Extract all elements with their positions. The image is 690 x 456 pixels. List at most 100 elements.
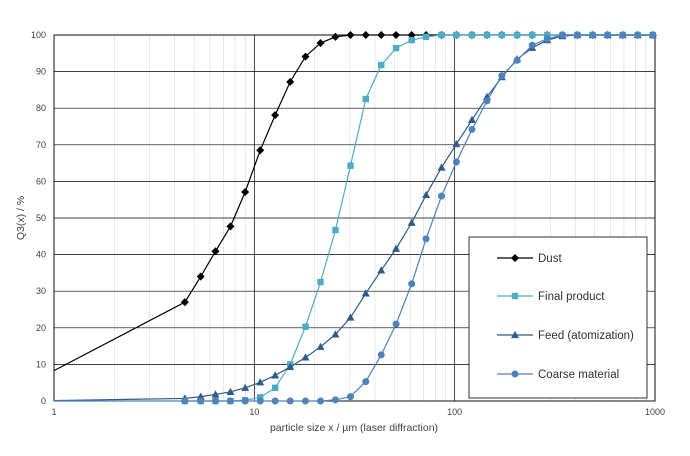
data-point-coarse-material	[619, 31, 627, 39]
data-point-final-product	[513, 31, 521, 39]
data-point-dust	[392, 30, 401, 40]
data-point-feed-atomization	[316, 342, 325, 350]
data-point-coarse-material	[543, 35, 551, 43]
series-coarse-material	[54, 31, 657, 405]
data-point-final-product	[438, 31, 445, 39]
data-point-dust	[226, 222, 235, 231]
legend-items: Dust Final product Feed (atomization) Coars…	[497, 253, 634, 381]
legend-marker-final-product	[511, 292, 519, 300]
data-point-final-product	[378, 61, 385, 69]
data-point-coarse-material	[528, 41, 536, 49]
y-axis-tick-labels: 0 10 20 30 40 50 60 70 80 90 100	[31, 30, 46, 406]
data-point-coarse-material	[408, 280, 416, 288]
data-point-coarse-material	[558, 31, 566, 39]
data-point-coarse-material	[438, 192, 446, 200]
data-point-final-product	[483, 31, 491, 39]
legend: Dust Final product Feed (atomization) Coars…	[468, 236, 648, 399]
data-point-feed-atomization	[286, 362, 295, 371]
data-point-coarse-material	[377, 351, 385, 359]
data-point-feed-atomization	[301, 353, 310, 361]
data-point-coarse-material	[226, 397, 234, 405]
data-point-coarse-material	[483, 97, 491, 105]
data-point-coarse-material	[362, 378, 370, 386]
data-point-dust	[377, 30, 386, 40]
data-point-coarse-material	[649, 31, 657, 39]
data-point-feed-atomization	[422, 190, 431, 199]
data-point-coarse-material	[346, 393, 354, 401]
data-point-coarse-material	[392, 320, 400, 328]
data-point-feed-atomization	[361, 289, 370, 297]
data-point-coarse-material	[513, 56, 521, 64]
y-tick-label: 10	[36, 359, 46, 369]
data-point-feed-atomization	[256, 378, 265, 386]
data-point-dust	[271, 111, 280, 120]
data-point-dust	[256, 146, 265, 155]
y-tick-label: 60	[36, 176, 46, 186]
data-point-dust	[301, 52, 310, 61]
data-point-final-product	[362, 95, 369, 103]
data-point-final-product	[317, 278, 324, 286]
data-point-final-product	[498, 31, 506, 39]
data-point-dust	[316, 39, 325, 48]
data-point-coarse-material	[498, 72, 506, 80]
data-point-feed-atomization	[407, 218, 416, 226]
data-point-coarse-material	[589, 31, 597, 39]
data-point-coarse-material	[181, 397, 189, 405]
y-tick-label: 70	[36, 140, 46, 150]
legend-label-dust: Dust	[538, 253, 562, 265]
data-point-coarse-material	[212, 397, 220, 405]
data-point-feed-atomization	[452, 139, 461, 148]
x-axis-tick-labels: 1 10 100 1000	[51, 407, 665, 417]
data-point-feed-atomization	[437, 163, 446, 171]
data-point-dust	[331, 32, 340, 41]
data-point-coarse-material	[422, 235, 430, 243]
x-tick-label: 1	[51, 407, 56, 417]
legend-marker-dust	[510, 253, 520, 263]
y-tick-label: 0	[41, 396, 46, 406]
legend-marker-feed-atomization	[510, 330, 520, 339]
data-point-feed-atomization	[392, 244, 401, 252]
y-tick-label: 100	[31, 30, 46, 40]
x-tick-label: 10	[249, 407, 259, 417]
legend-label-coarse-material: Coarse material	[538, 369, 619, 381]
data-point-final-product	[347, 162, 354, 169]
data-point-final-product	[302, 323, 309, 330]
data-point-coarse-material	[197, 397, 205, 405]
legend-marker-coarse-material	[511, 370, 519, 378]
data-point-feed-atomization	[467, 115, 476, 124]
x-tick-label: 1000	[645, 407, 665, 417]
data-point-dust	[361, 30, 370, 40]
y-tick-label: 90	[36, 67, 46, 77]
data-point-dust	[346, 30, 355, 40]
y-axis-title: Q3(x) / %	[15, 196, 27, 240]
data-point-feed-atomization	[226, 387, 235, 395]
legend-label-final-product: Final product	[538, 291, 605, 303]
y-tick-label: 80	[36, 103, 46, 113]
data-point-feed-atomization	[331, 330, 340, 338]
data-point-final-product	[408, 36, 415, 44]
data-point-dust	[241, 187, 250, 197]
data-point-feed-atomization	[271, 371, 280, 379]
data-point-final-product	[529, 31, 536, 39]
data-point-feed-atomization	[377, 266, 386, 274]
x-axis-title: particle size x / µm (laser diffraction)	[270, 422, 438, 434]
data-point-coarse-material	[286, 397, 294, 405]
data-point-coarse-material	[301, 397, 309, 405]
data-point-coarse-material	[271, 397, 279, 405]
legend-label-feed-atomization: Feed (atomization)	[538, 330, 634, 342]
data-point-feed-atomization	[241, 383, 250, 391]
y-tick-label: 50	[36, 213, 46, 223]
legend-box	[468, 236, 648, 399]
data-point-coarse-material	[604, 31, 612, 39]
data-point-final-product	[453, 31, 460, 39]
data-point-final-product	[332, 226, 339, 234]
data-point-coarse-material	[634, 31, 642, 39]
data-point-coarse-material	[317, 397, 325, 405]
data-point-final-product	[392, 44, 400, 52]
data-point-coarse-material	[331, 396, 339, 404]
y-tick-label: 40	[36, 250, 46, 260]
data-point-dust	[180, 298, 189, 307]
y-tick-label: 30	[36, 286, 46, 296]
data-point-coarse-material	[573, 31, 581, 39]
